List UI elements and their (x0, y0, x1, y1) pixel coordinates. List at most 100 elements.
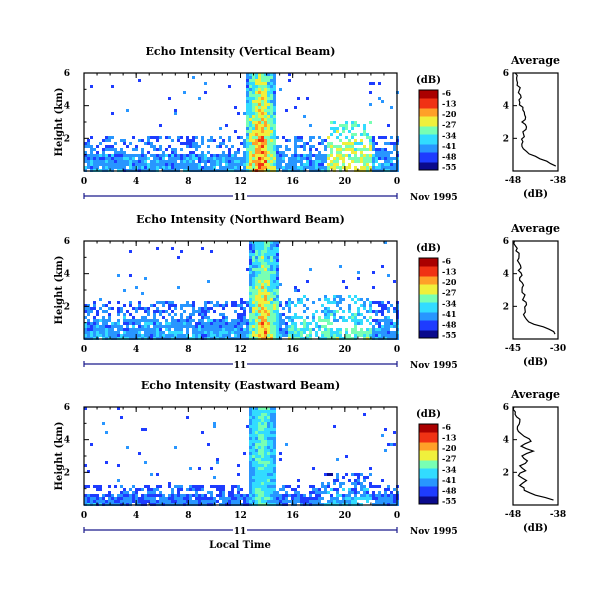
heatmap-cell (306, 316, 309, 319)
heatmap-cell (294, 497, 297, 500)
heatmap-cell (255, 151, 258, 154)
heatmap-cell (213, 334, 216, 337)
heatmap-cell (264, 241, 267, 244)
heatmap-cell (261, 253, 264, 256)
heatmap-cell (228, 500, 231, 503)
heatmap-cell (186, 163, 189, 166)
heatmap-cell (258, 443, 261, 446)
heatmap-cell (363, 334, 366, 337)
heatmap-cell (255, 259, 258, 262)
heatmap-cell (141, 319, 144, 322)
heatmap-cell (354, 154, 357, 157)
heatmap-cell (102, 157, 105, 160)
colorbar-swatch (419, 286, 438, 289)
heatmap-cell (105, 154, 108, 157)
heatmap-cell (255, 407, 258, 410)
heatmap-cell (357, 491, 360, 494)
heatmap-cell (111, 85, 114, 88)
heatmap-cell (159, 154, 162, 157)
heatmap-cell (213, 157, 216, 160)
colorbar-swatch (419, 450, 438, 453)
colorbar-swatch (419, 152, 438, 155)
heatmap-cell (258, 91, 261, 94)
heatmap-cell (381, 500, 384, 503)
heatmap-cell (246, 163, 249, 166)
heatmap-cell (351, 133, 354, 136)
heatmap-cell (381, 479, 384, 482)
colorbar-tick-label: -55 (442, 330, 456, 340)
heatmap-cell (132, 163, 135, 166)
heatmap-cell (249, 461, 252, 464)
heatmap-cell (264, 124, 267, 127)
heatmap-cell (201, 485, 204, 488)
heatmap-cell (366, 491, 369, 494)
heatmap-cell (111, 500, 114, 503)
heatmap-cell (249, 325, 252, 328)
heatmap-cell (366, 334, 369, 337)
heatmap-cell (273, 91, 276, 94)
heatmap-cell (228, 139, 231, 142)
heatmap-cell (165, 163, 168, 166)
heatmap-cell (213, 160, 216, 163)
heatmap-cell (279, 313, 282, 316)
heatmap-cell (87, 142, 90, 145)
heatmap-cell (135, 286, 138, 289)
heatmap-cell (261, 449, 264, 452)
heatmap-cell (243, 452, 246, 455)
heatmap-cell (180, 322, 183, 325)
x-tick-label: 0 (394, 345, 400, 355)
heatmap-cell (231, 497, 234, 500)
heatmap-cell (267, 112, 270, 115)
heatmap-cell (84, 500, 87, 503)
heatmap-cell (171, 157, 174, 160)
heatmap-cell (267, 410, 270, 413)
heatmap-cell (333, 121, 336, 124)
heatmap-cell (384, 142, 387, 145)
heatmap-cell (285, 325, 288, 328)
heatmap-cell (273, 470, 276, 473)
heatmap-cell (384, 322, 387, 325)
heatmap-cell (261, 136, 264, 139)
heatmap-cell (243, 163, 246, 166)
heatmap-cell (258, 85, 261, 88)
heatmap-cell (240, 301, 243, 304)
heatmap-cell (300, 494, 303, 497)
heatmap-cell (363, 307, 366, 310)
heatmap-cell (309, 494, 312, 497)
heatmap-cell (267, 136, 270, 139)
heatmap-cell (141, 325, 144, 328)
heatmap-cell (351, 491, 354, 494)
heatmap-cell (249, 259, 252, 262)
heatmap-cell (273, 253, 276, 256)
heatmap-cell (267, 253, 270, 256)
heatmap-cell (261, 271, 264, 274)
heatmap-cell (159, 494, 162, 497)
heatmap-cell (210, 328, 213, 331)
heatmap-cell (318, 316, 321, 319)
colorbar-swatch (419, 270, 438, 273)
heatmap-cell (258, 479, 261, 482)
heatmap-cell (234, 166, 237, 169)
heatmap-cell (309, 500, 312, 503)
heatmap-cell (279, 331, 282, 334)
heatmap-cell (186, 154, 189, 157)
heatmap-cell (204, 331, 207, 334)
heatmap-cell (210, 485, 213, 488)
heatmap-cell (342, 124, 345, 127)
heatmap-cell (294, 286, 297, 289)
heatmap-cell (180, 163, 183, 166)
heatmap-cell (207, 160, 210, 163)
heatmap-cell (84, 151, 87, 154)
heatmap-cell (186, 497, 189, 500)
x-tick-label: 0 (394, 511, 400, 521)
heatmap-cell (135, 494, 138, 497)
heatmap-cell (171, 497, 174, 500)
heatmap-cell (252, 494, 255, 497)
heatmap-cell (369, 467, 372, 470)
heatmap-cell (108, 157, 111, 160)
heatmap-cell (252, 491, 255, 494)
heatmap-cell (258, 310, 261, 313)
heatmap-cell (201, 322, 204, 325)
heatmap-cell (210, 331, 213, 334)
heatmap-cell (177, 485, 180, 488)
